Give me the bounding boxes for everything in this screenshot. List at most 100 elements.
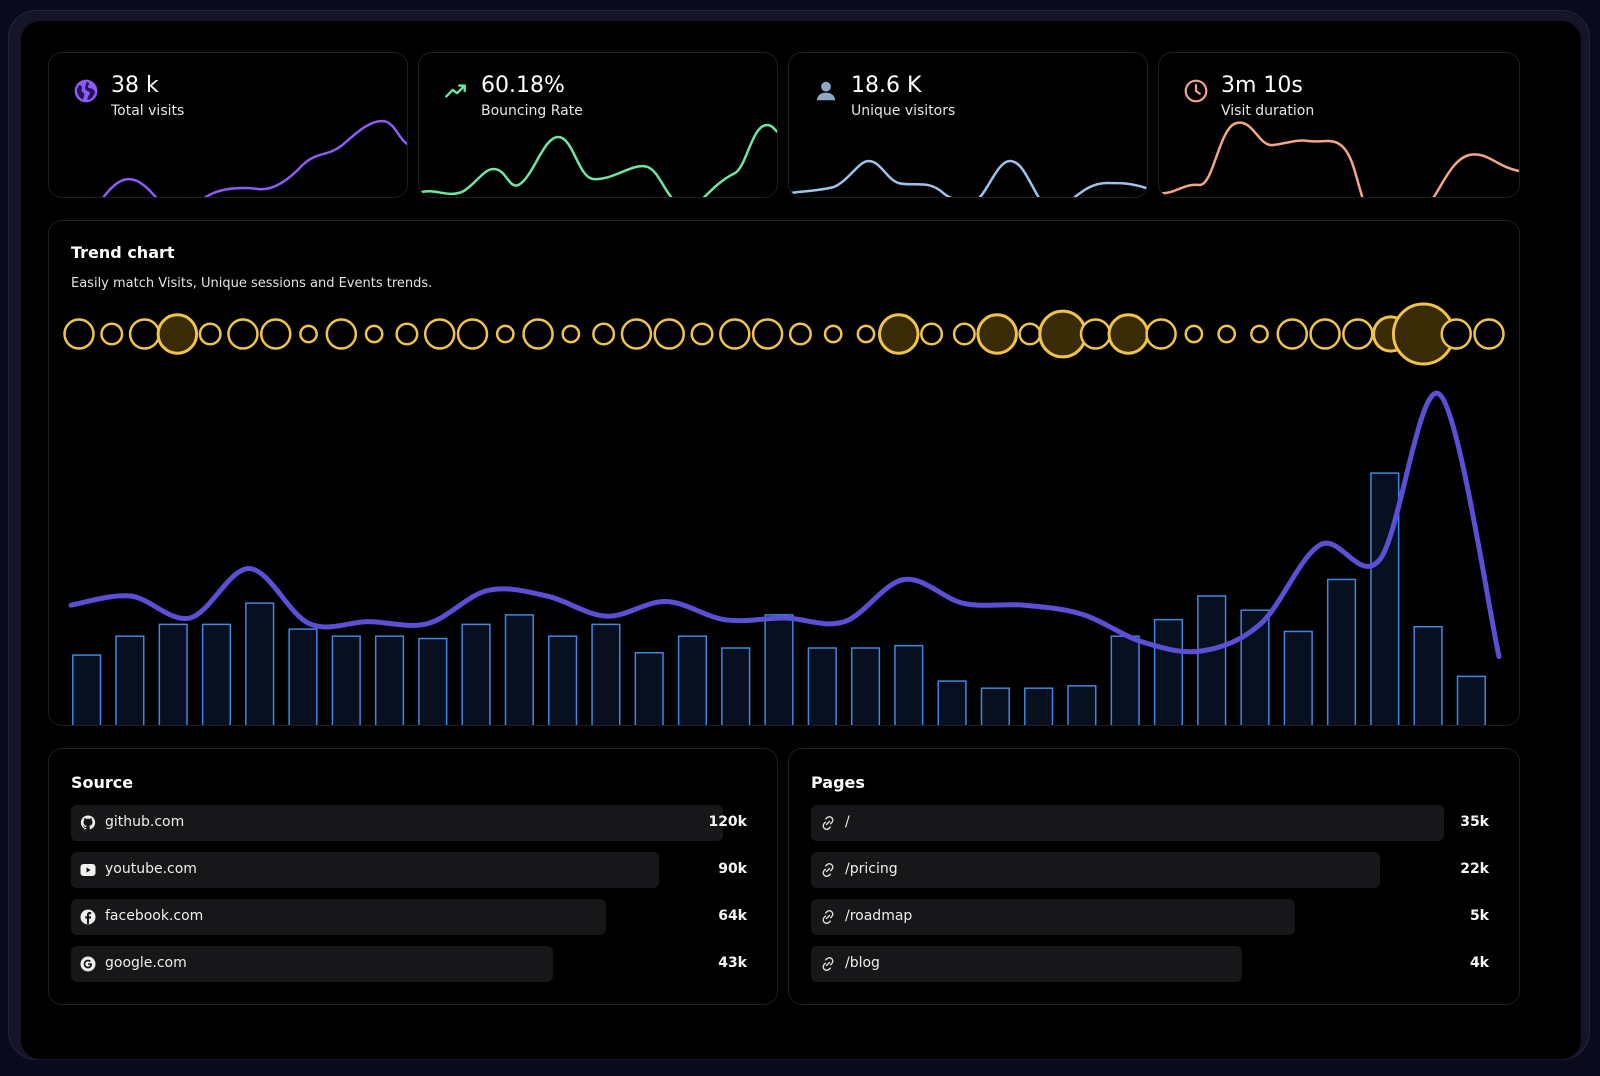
trend-bar bbox=[937, 680, 967, 725]
bouncing-rate-sparkline bbox=[419, 123, 777, 197]
trend-bar bbox=[894, 644, 924, 725]
trend-bubble bbox=[1079, 318, 1112, 350]
source-row-facebook[interactable]: facebook.com 64k bbox=[71, 899, 747, 935]
source-bar-facebook bbox=[71, 899, 606, 935]
trend-bubble bbox=[1018, 322, 1042, 346]
visit-duration-sparkline bbox=[1159, 121, 1519, 197]
pages-label-roadmap: /roadmap bbox=[845, 908, 913, 924]
link-icon bbox=[822, 957, 834, 971]
user-icon bbox=[816, 81, 836, 101]
source-row-google[interactable]: google.com 43k bbox=[71, 946, 747, 982]
trend-bubble bbox=[227, 318, 259, 350]
trending-up-icon bbox=[445, 84, 466, 98]
trend-chart-card: Trend chart Easily match Visits, Unique … bbox=[48, 220, 1520, 726]
source-bar-google bbox=[71, 946, 553, 982]
pages-value-pricing: 22k bbox=[1460, 861, 1489, 877]
trend-bubble bbox=[364, 324, 384, 344]
trend-bar bbox=[548, 635, 578, 725]
trend-bar bbox=[461, 623, 491, 725]
globe-icon bbox=[74, 79, 98, 103]
trend-bar bbox=[1153, 618, 1184, 725]
bouncing-rate-label: Bouncing Rate bbox=[481, 103, 583, 119]
pages-bar-root bbox=[811, 805, 1444, 841]
bouncing-rate-value: 60.18% bbox=[481, 73, 565, 98]
trend-bubble bbox=[1276, 318, 1309, 350]
pages-row-roadmap[interactable]: /roadmap 5k bbox=[811, 899, 1489, 935]
trend-bar bbox=[115, 635, 145, 725]
trend-bar bbox=[1283, 630, 1313, 725]
youtube-icon bbox=[80, 864, 96, 876]
pages-value-root: 35k bbox=[1460, 814, 1489, 830]
total-visits-value: 38 k bbox=[111, 73, 159, 98]
pages-bar-roadmap bbox=[811, 899, 1295, 935]
trend-bubble bbox=[423, 318, 456, 350]
source-row-youtube[interactable]: youtube.com 90k bbox=[71, 852, 747, 888]
trend-bubble bbox=[1038, 309, 1088, 359]
trend-chart-subtitle: Easily match Visits, Unique sessions and… bbox=[71, 276, 433, 291]
trend-bar bbox=[331, 635, 361, 725]
source-value-facebook: 64k bbox=[718, 908, 747, 924]
trend-bar bbox=[1024, 687, 1054, 725]
trend-bar bbox=[634, 651, 664, 725]
trend-bar bbox=[288, 628, 318, 725]
trend-bubble bbox=[719, 318, 751, 350]
stat-card-unique-visitors[interactable]: 18.6 K Unique visitors bbox=[788, 52, 1148, 198]
trend-bubble bbox=[1217, 324, 1237, 344]
stat-card-visit-duration[interactable]: 3m 10s Visit duration bbox=[1158, 52, 1520, 198]
pages-label-root: / bbox=[845, 814, 850, 830]
trend-bubble bbox=[952, 322, 976, 346]
trend-bubble bbox=[395, 322, 419, 346]
stat-card-bouncing-rate[interactable]: 60.18% Bouncing Rate bbox=[418, 52, 778, 198]
trend-bubble bbox=[561, 324, 581, 344]
trend-bar bbox=[591, 623, 621, 725]
trend-bar bbox=[807, 647, 837, 725]
pages-label-blog: /blog bbox=[845, 955, 880, 971]
pages-row-pricing[interactable]: /pricing 22k bbox=[811, 852, 1489, 888]
trend-bar bbox=[1110, 635, 1140, 725]
trend-bubble bbox=[1250, 324, 1269, 344]
trend-bar bbox=[1067, 685, 1097, 725]
trend-bubble bbox=[1473, 318, 1505, 350]
source-card: Source github.com 120k youtube.com 90k f… bbox=[48, 748, 778, 1005]
trend-bubble bbox=[1107, 313, 1150, 355]
trend-bubble bbox=[128, 318, 161, 350]
trend-bubble bbox=[976, 313, 1018, 355]
trend-bubble bbox=[299, 324, 318, 344]
source-value-youtube: 90k bbox=[718, 861, 747, 877]
unique-visitors-sparkline bbox=[789, 159, 1147, 197]
pages-card: Pages / 35k /pricing 22k /roadmap 5k bbox=[788, 748, 1520, 1005]
trend-bubble bbox=[856, 324, 876, 344]
trend-bar bbox=[1326, 578, 1357, 725]
pages-value-roadmap: 5k bbox=[1469, 908, 1489, 924]
source-title: Source bbox=[71, 773, 134, 792]
pages-row-root[interactable]: / 35k bbox=[811, 805, 1489, 841]
trend-bar bbox=[72, 654, 102, 725]
trend-bar bbox=[850, 647, 881, 725]
trend-bar bbox=[158, 623, 188, 725]
link-icon bbox=[822, 816, 834, 830]
trend-bubble bbox=[1309, 318, 1341, 350]
unique-visitors-label: Unique visitors bbox=[851, 103, 956, 119]
trend-bubble bbox=[198, 322, 222, 346]
trend-bar bbox=[245, 602, 275, 725]
trend-bubble bbox=[495, 324, 515, 344]
trend-bubble bbox=[100, 322, 124, 346]
google-icon bbox=[80, 956, 96, 972]
trend-bubble bbox=[156, 313, 199, 355]
trend-bubble bbox=[592, 322, 616, 346]
trend-bar bbox=[677, 635, 708, 725]
source-label-github: github.com bbox=[105, 814, 185, 830]
github-icon bbox=[80, 815, 96, 830]
trend-bubble bbox=[751, 318, 784, 350]
source-row-github[interactable]: github.com 120k bbox=[71, 805, 747, 841]
trend-bubble bbox=[823, 324, 843, 344]
pages-row-blog[interactable]: /blog 4k bbox=[811, 946, 1489, 982]
stat-card-total-visits[interactable]: 38 k Total visits bbox=[48, 52, 408, 198]
dashboard: 38 k Total visits 60.18% Bouncing Rate 1… bbox=[20, 20, 1582, 1060]
trend-bar bbox=[1370, 472, 1400, 725]
source-bar-youtube bbox=[71, 852, 659, 888]
clock-icon bbox=[1184, 79, 1208, 103]
trend-bar bbox=[504, 614, 534, 725]
pages-value-blog: 4k bbox=[1469, 955, 1489, 971]
trend-bubble bbox=[620, 318, 653, 350]
